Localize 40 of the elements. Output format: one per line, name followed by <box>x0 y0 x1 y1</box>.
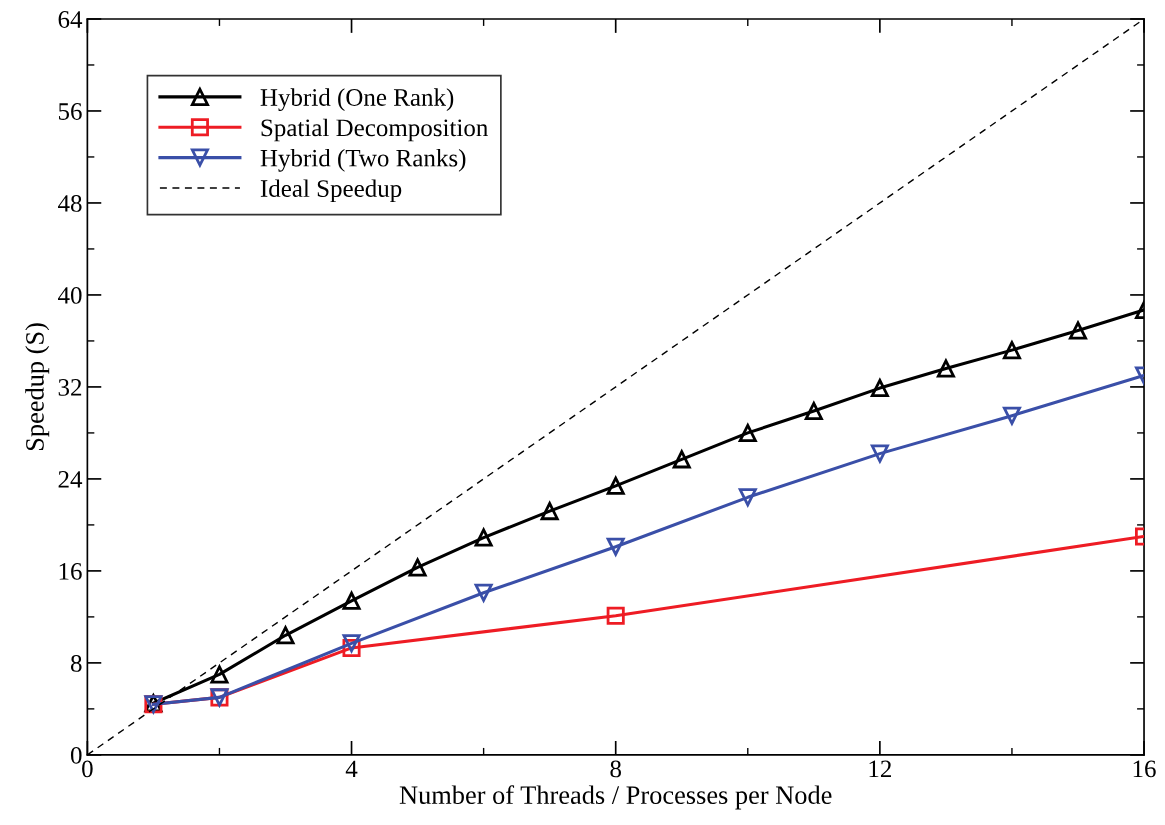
y-tick-label: 8 <box>70 654 82 672</box>
legend-label: Spatial Decomposition <box>261 118 488 142</box>
legend-label: Hybrid (One Rank) <box>260 88 454 112</box>
point <box>936 359 955 378</box>
point <box>606 537 625 556</box>
x-tick-label: 8 <box>610 760 621 778</box>
point <box>1068 321 1088 340</box>
y-tick-label: 48 <box>58 195 82 212</box>
y-tick-label: 24 <box>58 471 83 488</box>
legend-label: Ideal Speedup <box>260 179 402 203</box>
point <box>606 476 625 495</box>
point <box>804 402 823 421</box>
y-tick-label: 56 <box>58 103 82 120</box>
legend-label: Hybrid (Two Ranks) <box>260 149 466 172</box>
x-tick-label: 16 <box>1133 760 1156 778</box>
point <box>408 558 427 577</box>
point <box>540 502 559 521</box>
point <box>210 665 229 684</box>
point <box>738 423 757 442</box>
y-tick-label: 32 <box>58 379 82 396</box>
point <box>870 379 889 398</box>
point <box>342 591 361 610</box>
point <box>870 444 889 463</box>
x-axis-title: Number of Threads / Processes per Node <box>399 785 832 810</box>
point <box>738 488 757 507</box>
y-tick-label: 40 <box>58 286 82 304</box>
x-tick-label: 4 <box>345 760 358 778</box>
point <box>672 450 691 469</box>
x-tick-label: 12 <box>869 760 891 778</box>
point <box>1002 406 1021 425</box>
point <box>1002 341 1021 360</box>
y-axis-title: Speedup (S) <box>25 323 50 451</box>
point <box>276 626 295 645</box>
y-tick-label: 64 <box>58 11 83 28</box>
point <box>474 583 493 602</box>
point <box>606 606 625 625</box>
point <box>473 526 494 547</box>
y-tick-label: 0 <box>70 746 82 764</box>
y-tick-label: 16 <box>59 563 82 580</box>
point <box>342 634 361 653</box>
